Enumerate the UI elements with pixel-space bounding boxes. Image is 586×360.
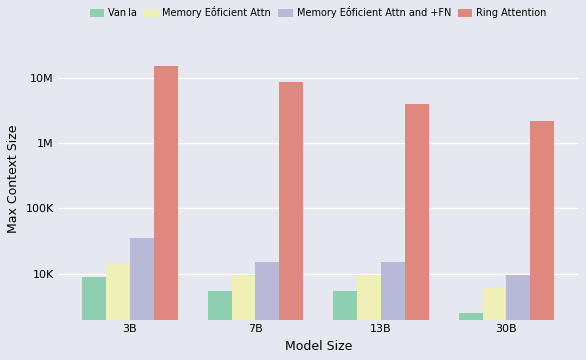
Bar (130, 238, 154, 360)
Bar (381, 262, 405, 360)
Bar (82, 277, 106, 360)
Bar (106, 264, 130, 360)
Bar (208, 291, 231, 360)
Bar (255, 262, 280, 360)
Bar (405, 104, 429, 360)
Bar (506, 275, 530, 360)
Legend: Van la, Memory Eṓficient Attn, Memory Eṓficient Attn and +FN, Ring Attention: Van la, Memory Eṓficient Attn, Memory Eṓ… (90, 6, 547, 18)
Y-axis label: Max Context Size: Max Context Size (7, 125, 20, 233)
Bar (231, 275, 255, 360)
Bar (530, 121, 554, 360)
Bar (280, 82, 303, 360)
Bar (483, 288, 506, 360)
X-axis label: Model Size: Model Size (285, 340, 352, 353)
Bar (154, 66, 178, 360)
Bar (357, 275, 381, 360)
Bar (333, 291, 357, 360)
Bar (459, 313, 483, 360)
